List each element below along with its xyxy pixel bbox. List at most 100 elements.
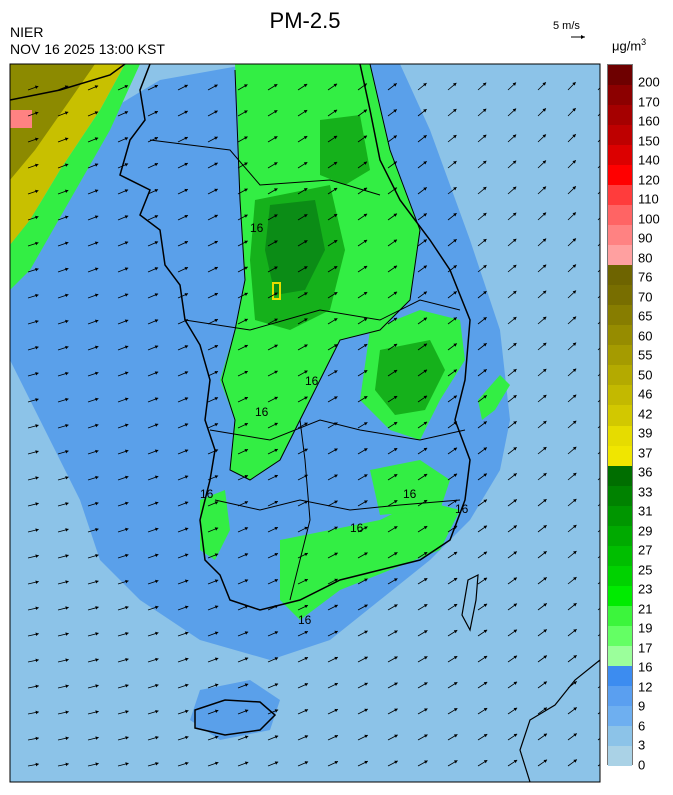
wind-arrow-head-icon — [214, 605, 219, 609]
wind-arrow-head-icon — [65, 632, 69, 636]
wind-arrow-head-icon — [124, 85, 129, 89]
wind-arrow-head-icon — [35, 241, 39, 246]
wind-arrow-head-icon — [334, 526, 338, 530]
wind-arrow-head-icon — [95, 632, 99, 636]
wind-arrow-head-icon — [572, 342, 577, 346]
wind-arrow-head-icon — [364, 500, 368, 504]
wind-arrow-head-icon — [543, 603, 547, 607]
wind-arrow-head-icon — [483, 291, 487, 295]
wind-arrow-head-icon — [334, 422, 338, 426]
wind-arrow-head-icon — [542, 368, 547, 373]
wind-arrow-head-icon — [94, 85, 99, 89]
wind-arrow-head-icon — [602, 82, 605, 85]
wind-arrow-head-icon — [513, 577, 517, 581]
wind-arrow-head-icon — [483, 499, 487, 503]
wind-arrow-head-icon — [572, 472, 577, 477]
wind-arrow-head-icon — [453, 734, 458, 738]
wind-arrow-head-icon — [304, 526, 308, 531]
legend-label: 19 — [638, 620, 653, 636]
wind-arrow-head-icon — [573, 759, 577, 763]
wind-arrow-head-icon — [244, 657, 249, 661]
wind-arrow-head-icon — [423, 109, 427, 113]
wind-arrow-head-icon — [124, 163, 129, 167]
wind-arrow-head-icon — [543, 629, 547, 633]
wind-arrow-head-icon — [65, 736, 69, 741]
legend-label: 160 — [638, 113, 660, 129]
legend-swatch — [608, 445, 632, 467]
wind-arrow-head-icon — [95, 710, 99, 714]
legend-swatch — [608, 105, 632, 126]
wind-arrow-head-icon — [214, 475, 219, 479]
wind-arrow-head-icon — [603, 499, 606, 502]
wind-arrow-head-icon — [184, 267, 188, 271]
wind-arrow-icon — [597, 191, 600, 195]
wind-vector-field — [27, 81, 606, 767]
legend-swatch — [608, 365, 632, 386]
wind-arrow-head-icon — [65, 606, 69, 610]
wind-arrow-head-icon — [125, 527, 129, 532]
wind-arrow-head-icon — [244, 501, 249, 505]
wind-arrow-icon — [597, 555, 600, 559]
wind-arrow-icon — [597, 295, 600, 299]
wind-arrow-head-icon — [154, 397, 159, 401]
wind-arrow-head-icon — [303, 84, 308, 88]
wind-arrow-head-icon — [483, 317, 487, 321]
wind-arrow-head-icon — [453, 213, 457, 217]
wind-arrow-head-icon — [274, 344, 278, 348]
wind-arrow-head-icon — [423, 343, 428, 347]
wind-arrow-head-icon — [94, 241, 99, 245]
wind-arrow-head-icon — [185, 735, 189, 740]
wind-arrow-head-icon — [94, 137, 99, 141]
wind-arrow-head-icon — [65, 710, 69, 715]
wind-arrow-icon — [597, 763, 600, 767]
legend-swatch — [608, 465, 632, 487]
wind-arrow-head-icon — [304, 683, 309, 687]
wind-arrow-head-icon — [65, 450, 69, 454]
legend-label: 110 — [638, 191, 659, 207]
wind-arrow-head-icon — [184, 345, 189, 349]
legend-label: 46 — [638, 386, 653, 402]
wind-arrow-head-icon — [543, 473, 547, 477]
wind-arrow-head-icon — [214, 266, 218, 271]
wind-arrow-head-icon — [423, 135, 427, 139]
wind-arrow-head-icon — [155, 709, 159, 714]
wind-arrow-head-icon — [95, 554, 99, 558]
jeju-island — [194, 699, 277, 736]
wind-arrow-head-icon — [95, 580, 99, 584]
wind-arrow-head-icon — [334, 682, 338, 687]
wind-arrow-head-icon — [244, 735, 249, 739]
wind-arrow-icon — [597, 139, 600, 143]
wind-arrow-head-icon — [35, 346, 39, 350]
wind-arrow-head-icon — [65, 580, 69, 584]
wind-arrow-head-icon — [154, 501, 159, 505]
wind-arrow-head-icon — [35, 476, 39, 480]
legend-swatch — [608, 705, 632, 727]
wind-arrow-head-icon — [573, 577, 577, 581]
wind-arrow-head-icon — [274, 735, 279, 739]
wind-arrow-head-icon — [423, 630, 428, 634]
wind-arrow-head-icon — [214, 344, 218, 349]
wind-arrow-head-icon — [214, 292, 218, 297]
wind-arrow-head-icon — [513, 733, 518, 738]
wind-arrow-head-icon — [64, 241, 69, 246]
wind-arrow-head-icon — [214, 214, 218, 218]
wind-arrow-icon — [597, 217, 600, 221]
wind-arrow-head-icon — [602, 160, 605, 163]
legend-swatch — [608, 425, 632, 447]
wind-arrow-head-icon — [453, 447, 458, 451]
wind-arrow-head-icon — [603, 473, 606, 476]
plume-green-edge — [10, 64, 140, 290]
wind-arrow-head-icon — [572, 264, 577, 268]
wind-arrow-head-icon — [274, 709, 279, 713]
wind-arrow-head-icon — [513, 369, 517, 373]
wind-arrow-head-icon — [483, 603, 488, 608]
legend-label: 60 — [638, 328, 653, 344]
legend-swatch — [608, 505, 632, 527]
wind-arrow-head-icon — [453, 630, 458, 634]
wind-arrow-head-icon — [423, 161, 427, 165]
wind-arrow-head-icon — [603, 395, 606, 398]
wind-arrow-head-icon — [124, 137, 129, 141]
wind-arrow-head-icon — [542, 82, 546, 86]
wind-arrow-head-icon — [453, 499, 458, 503]
wind-arrow-head-icon — [125, 736, 129, 740]
